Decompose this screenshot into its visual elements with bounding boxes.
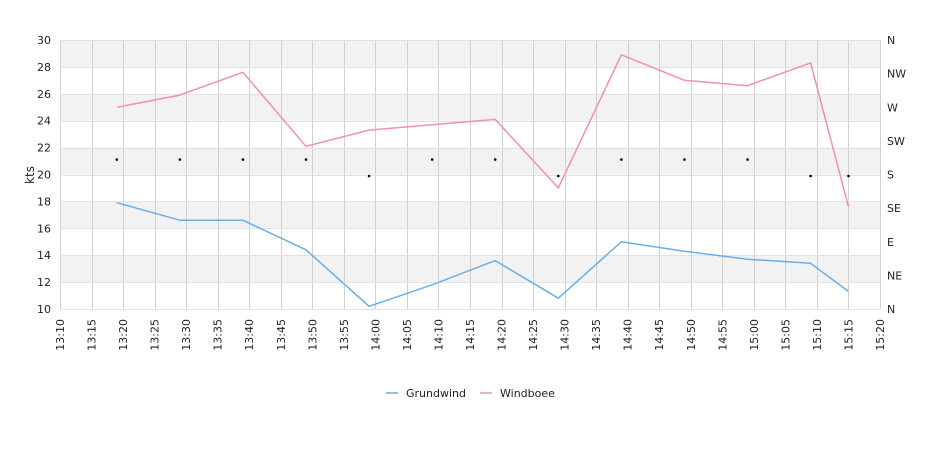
direction-tick-label: W <box>887 101 898 114</box>
direction-tick-label: S <box>887 169 894 182</box>
x-tick-label: 15:10 <box>811 319 824 351</box>
direction-point <box>809 174 812 178</box>
direction-point <box>115 158 119 161</box>
direction-tick-label: SW <box>887 135 905 148</box>
y-axis-right-direction: N NE E SE S SW W NW N <box>887 34 906 316</box>
legend: Grundwind Windboee <box>386 387 555 400</box>
x-tick-label: 14:00 <box>369 319 382 351</box>
x-tick-label: 14:45 <box>653 319 666 351</box>
direction-point <box>746 158 749 161</box>
x-tick-label: 14:20 <box>496 319 509 351</box>
direction-tick-label: SE <box>887 202 901 215</box>
legend-item[interactable]: Grundwind <box>386 387 466 400</box>
direction-tick-label: E <box>887 236 894 249</box>
x-tick-label: 13:30 <box>180 319 193 351</box>
y-tick-label: 24 <box>37 115 51 128</box>
x-tick-label: 13:40 <box>243 319 256 351</box>
direction-point <box>430 158 434 161</box>
direction-tick-label: NE <box>887 269 902 282</box>
x-tick-label: 14:10 <box>432 319 445 351</box>
x-tick-label: 14:30 <box>559 319 572 351</box>
y-tick-label: 14 <box>37 249 51 262</box>
direction-tick-label: N <box>887 303 895 316</box>
x-tick-label: 13:25 <box>149 319 162 351</box>
x-tick-label: 14:55 <box>716 319 729 351</box>
y-tick-label: 22 <box>37 142 51 155</box>
x-tick-label: 15:05 <box>779 319 792 351</box>
direction-tick-label: NW <box>887 68 906 81</box>
y-axis-title: kts <box>23 166 37 184</box>
x-tick-label: 13:45 <box>275 319 288 351</box>
direction-point <box>241 158 245 161</box>
direction-point <box>847 174 850 178</box>
legend-label: Grundwind <box>406 387 466 400</box>
x-tick-label: 13:35 <box>212 319 225 351</box>
direction-point <box>304 158 308 161</box>
x-tick-label: 14:25 <box>527 319 540 351</box>
direction-point <box>620 158 623 161</box>
y-tick-label: 30 <box>37 34 51 47</box>
horizontal-grid <box>60 40 880 310</box>
x-axis: 13:10 13:15 13:20 13:25 13:30 13:35 13:40 13:45… <box>54 319 887 351</box>
x-tick-label: 13:10 <box>54 319 67 351</box>
series-line-grundwind <box>116 201 849 308</box>
legend-item[interactable]: Windboee <box>480 387 555 400</box>
y-tick-label: 26 <box>37 88 51 101</box>
y-tick-label: 18 <box>37 195 51 208</box>
y-axis-left: 10 12 14 16 18 20 22 24 26 28 30 <box>37 34 51 316</box>
direction-point <box>557 174 560 178</box>
x-tick-label: 13:20 <box>117 319 130 351</box>
x-tick-label: 14:35 <box>590 319 603 351</box>
direction-point <box>493 158 497 161</box>
x-tick-label: 13:55 <box>338 319 351 351</box>
x-tick-label: 15:00 <box>748 319 761 351</box>
direction-tick-label: N <box>887 34 895 47</box>
x-tick-label: 14:05 <box>401 319 414 351</box>
x-tick-label: 15:15 <box>842 319 855 351</box>
direction-point <box>367 174 371 178</box>
legend-label: Windboee <box>500 387 555 400</box>
series-layer <box>116 54 850 308</box>
x-tick-label: 14:15 <box>464 319 477 351</box>
y-tick-label: 20 <box>37 169 51 182</box>
y-tick-label: 28 <box>37 61 51 74</box>
y-tick-label: 12 <box>37 276 51 289</box>
x-tick-label: 15:20 <box>874 319 887 351</box>
direction-markers <box>115 158 850 178</box>
x-tick-label: 13:50 <box>306 319 319 351</box>
x-tick-label: 14:50 <box>685 319 698 351</box>
series-line-windboee <box>116 54 850 207</box>
x-tick-label: 13:15 <box>86 319 99 351</box>
y-tick-label: 16 <box>37 222 51 235</box>
x-tick-label: 14:40 <box>622 319 635 351</box>
direction-point <box>178 158 182 161</box>
direction-point <box>683 158 686 161</box>
y-tick-label: 10 <box>37 303 51 316</box>
